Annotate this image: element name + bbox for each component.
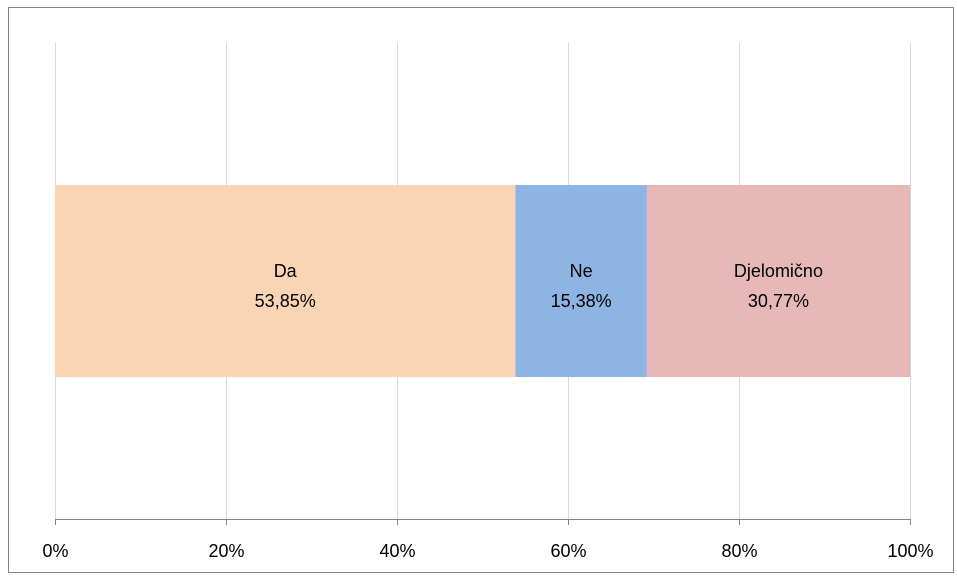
segment-value-label: 53,85% <box>255 291 316 311</box>
segment-value-label: 15,38% <box>551 291 612 311</box>
x-tick-label: 80% <box>721 541 757 561</box>
segment-name-label: Ne <box>570 261 593 281</box>
segment-name-label: Da <box>274 261 298 281</box>
x-tick-label: 0% <box>42 541 68 561</box>
segment-name-label: Djelomično <box>734 261 823 281</box>
x-axis <box>55 519 911 525</box>
bar-segment-da <box>55 185 516 377</box>
bar-segment-djelomi-no <box>646 185 910 377</box>
bar-segments <box>55 185 910 377</box>
segment-labels: Da 53,85% Ne 15,38% Djelomično 30,77% <box>255 261 823 311</box>
x-tick-labels: 0% 20% 40% 60% 80% 100% <box>42 541 933 561</box>
x-tick-label: 60% <box>550 541 586 561</box>
segment-value-label: 30,77% <box>748 291 809 311</box>
x-tick-label: 20% <box>208 541 244 561</box>
x-tick-label: 40% <box>379 541 415 561</box>
bar-segment-ne <box>515 185 647 377</box>
x-tick-label: 100% <box>887 541 933 561</box>
